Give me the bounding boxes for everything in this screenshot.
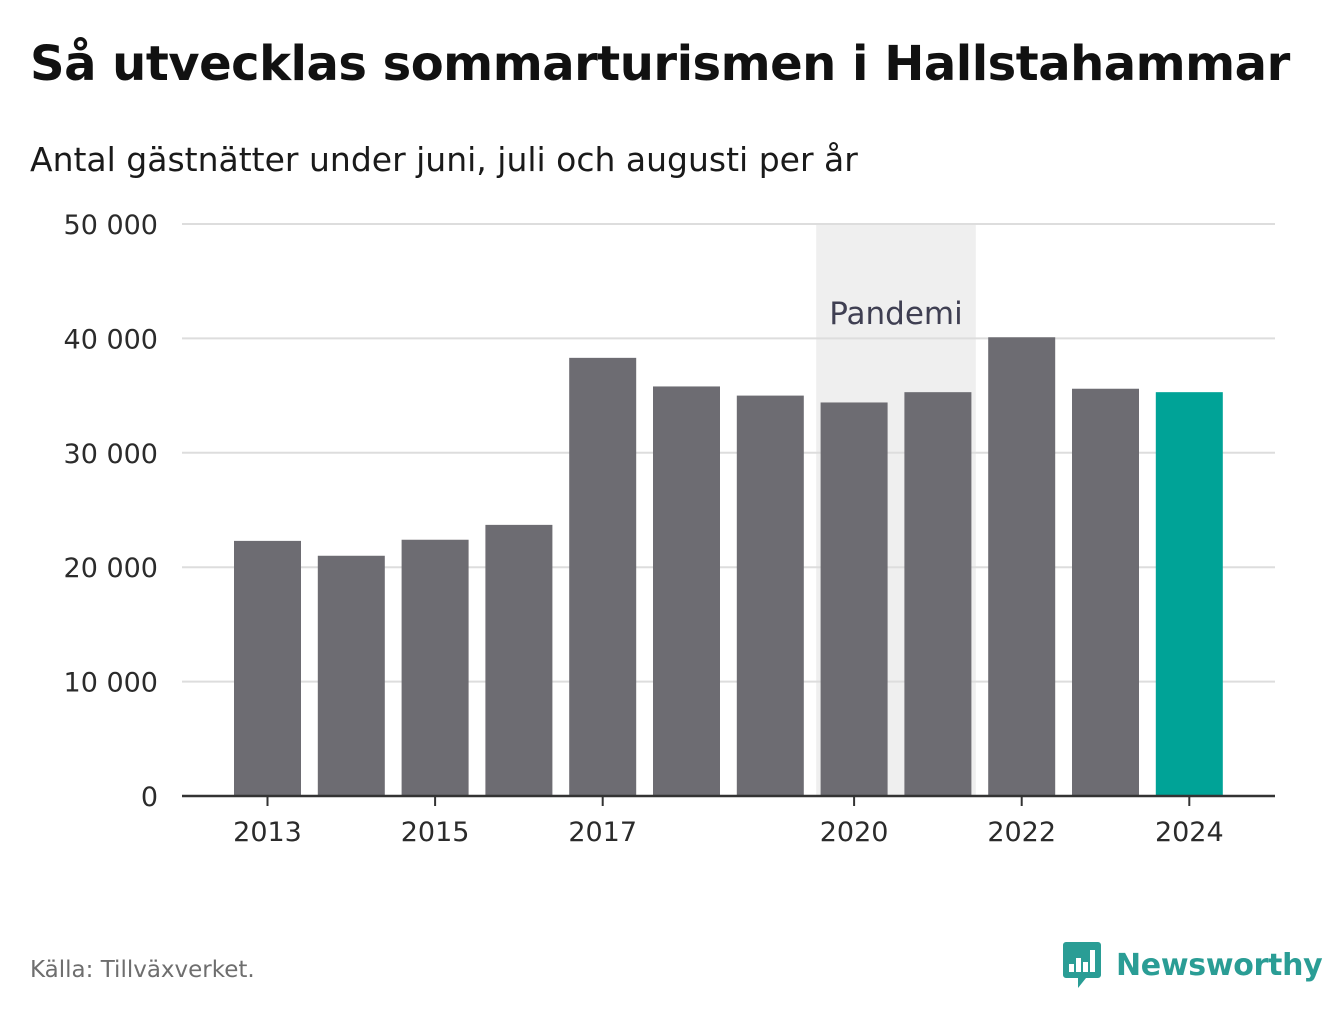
y-tick-label: 20 000 [64,553,158,584]
x-tick-label: 2015 [401,817,470,848]
y-tick-label: 0 [141,782,158,813]
y-tick-labels: 0 10 000 20 000 30 000 40 000 50 000 [64,210,158,813]
y-tick-label: 10 000 [64,668,158,699]
bar-2016 [485,524,553,796]
x-tick-labels: 2013 2015 2017 2020 2022 2024 [233,796,1224,848]
pandemic-label: Pandemi [829,296,963,332]
y-tick-label: 30 000 [64,439,158,470]
newsworthy-logo-icon [1063,942,1101,988]
bar-2014 [317,555,385,796]
bar-2021 [904,392,972,796]
chart-title: Så utvecklas sommarturismen i Hallstaham… [30,36,1290,92]
brand-name: Newsworthy [1116,947,1323,983]
y-tick-label: 50 000 [64,210,158,241]
bar-2015 [401,539,469,796]
chart-subtitle: Antal gästnätter under juni, juli och au… [30,140,858,179]
y-tick-label: 40 000 [64,324,158,355]
bar-2018 [653,386,720,796]
x-tick-label: 2013 [233,817,302,848]
x-tick-label: 2017 [568,817,637,848]
bars [234,337,1223,796]
bar-2017 [569,357,637,796]
bar-2020 [820,402,888,796]
x-tick-label: 2024 [1155,817,1224,848]
x-tick-label: 2020 [820,817,889,848]
brand: Newsworthy [1062,940,1323,990]
x-tick-label: 2022 [987,817,1056,848]
bar-2022 [988,337,1056,796]
bar-2013 [234,540,301,796]
bar-2024 [1155,392,1223,796]
source-note: Källa: Tillväxverket. [30,957,255,983]
bar-2019 [736,395,804,796]
bar-2023 [1072,388,1139,796]
